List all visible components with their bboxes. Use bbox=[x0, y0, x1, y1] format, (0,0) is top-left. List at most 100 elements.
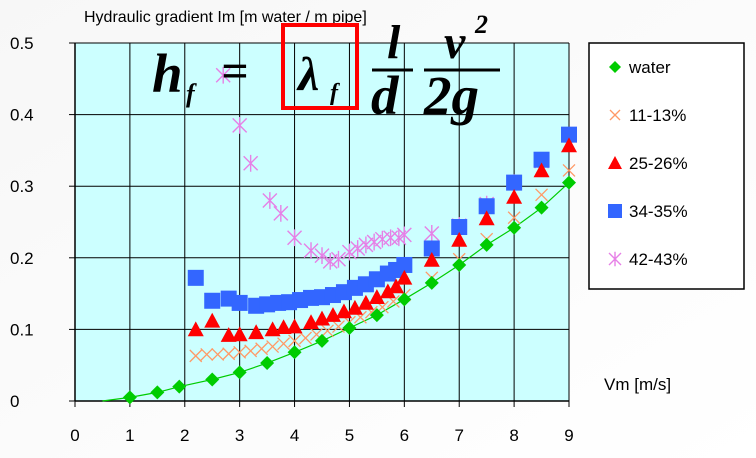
data-point bbox=[187, 269, 204, 286]
x-tick-label: 4 bbox=[290, 426, 299, 445]
axis-layer: 0 1 2 3 4 5 6 7 8 9 0 0.1 0.2 0.3 0.4 0.5 bbox=[10, 34, 574, 445]
data-point bbox=[330, 250, 346, 268]
data-point bbox=[383, 229, 399, 247]
data-point bbox=[561, 137, 577, 153]
data-point bbox=[232, 365, 247, 380]
y-tick-label: 0.4 bbox=[10, 106, 34, 125]
data-point bbox=[122, 390, 137, 405]
data-point bbox=[204, 312, 221, 328]
data-point bbox=[346, 299, 363, 315]
x-tick-label: 6 bbox=[400, 426, 409, 445]
formula: h f = λ f l d v 2 2g bbox=[152, 10, 500, 126]
data-point bbox=[211, 348, 225, 361]
legend-label: 25-26% bbox=[629, 154, 688, 173]
legend-label: 42-43% bbox=[629, 250, 688, 269]
data-point bbox=[533, 162, 550, 178]
data-point bbox=[243, 154, 259, 172]
formula-lambda-sub: f bbox=[330, 80, 340, 106]
data-point bbox=[255, 342, 269, 356]
data-point bbox=[220, 327, 237, 342]
y-tick-label: 0.1 bbox=[10, 320, 34, 339]
data-point bbox=[562, 175, 576, 190]
data-point bbox=[342, 320, 357, 335]
data-point bbox=[172, 379, 187, 394]
data-point bbox=[215, 66, 231, 84]
data-point bbox=[322, 252, 338, 270]
formula-lhs: h bbox=[152, 43, 183, 104]
data-point bbox=[424, 275, 439, 290]
data-point bbox=[452, 257, 467, 272]
legend-marker bbox=[609, 109, 621, 121]
series-11-13- bbox=[189, 163, 576, 363]
data-point bbox=[535, 188, 549, 202]
y-tick-label: 0.2 bbox=[10, 249, 34, 268]
data-point bbox=[368, 289, 385, 304]
data-point bbox=[358, 236, 374, 254]
data-point bbox=[233, 345, 247, 359]
data-point bbox=[478, 198, 495, 215]
x-tick-label: 9 bbox=[564, 426, 573, 445]
data-point bbox=[366, 233, 382, 251]
x-tick-label: 5 bbox=[345, 426, 354, 445]
formula-den2: 2g bbox=[423, 65, 479, 126]
data-point bbox=[562, 163, 576, 177]
data-point bbox=[533, 151, 550, 168]
data-point bbox=[332, 320, 345, 333]
data-point bbox=[479, 237, 494, 252]
data-point bbox=[244, 344, 258, 358]
data-point bbox=[288, 334, 302, 348]
data-point bbox=[187, 321, 204, 337]
x-tick-label: 0 bbox=[70, 426, 79, 445]
data-point bbox=[248, 324, 265, 340]
data-point bbox=[232, 116, 248, 134]
x-axis-label: Vm [m/s] bbox=[604, 375, 671, 394]
legend-label: 11-13% bbox=[629, 106, 686, 125]
x-tick-label: 8 bbox=[509, 426, 518, 445]
legend-marker bbox=[608, 156, 622, 169]
y-tick-label: 0 bbox=[10, 392, 19, 411]
data-point bbox=[231, 294, 248, 311]
data-point bbox=[506, 174, 523, 191]
data-point bbox=[506, 188, 523, 204]
data-point bbox=[396, 226, 412, 244]
data-point bbox=[287, 345, 302, 360]
formula-num2-sup: 2 bbox=[474, 10, 488, 39]
legend: water 11-13% 25-26% 34-35% 42-43% bbox=[588, 42, 745, 290]
data-point bbox=[424, 225, 440, 242]
chart-title: Hydraulic gradient Im [m water / m pipe] bbox=[84, 9, 367, 26]
data-point bbox=[260, 356, 275, 371]
formula-equals: = bbox=[221, 45, 248, 98]
x-tick-label: 1 bbox=[125, 426, 134, 445]
data-point bbox=[396, 256, 413, 273]
data-point bbox=[534, 200, 549, 215]
data-point bbox=[341, 243, 357, 261]
y-tick-label: 0.3 bbox=[10, 177, 34, 196]
legend-label: water bbox=[628, 58, 671, 77]
data-point bbox=[423, 251, 440, 267]
formula-highlight-box bbox=[281, 23, 359, 110]
data-point bbox=[303, 242, 319, 260]
data-point bbox=[150, 385, 165, 400]
data-point bbox=[350, 240, 366, 257]
data-point bbox=[314, 247, 330, 265]
data-point bbox=[315, 333, 329, 348]
data-point bbox=[299, 331, 312, 345]
data-point bbox=[231, 326, 248, 342]
legend-marker bbox=[608, 251, 622, 267]
data-point bbox=[396, 269, 413, 285]
formula-lambda: λ bbox=[296, 48, 319, 101]
data-point bbox=[321, 324, 334, 338]
data-point bbox=[478, 210, 495, 226]
data-point bbox=[388, 278, 405, 294]
x-tick-label: 3 bbox=[235, 426, 244, 445]
x-tick-label: 2 bbox=[180, 426, 189, 445]
data-point bbox=[451, 219, 468, 236]
series-water bbox=[122, 175, 576, 405]
data-point bbox=[262, 192, 278, 209]
data-point bbox=[286, 318, 303, 334]
data-point bbox=[275, 319, 292, 335]
data-point bbox=[204, 292, 221, 309]
x-tick-label: 7 bbox=[454, 426, 463, 445]
formula-lhs-sub: f bbox=[186, 79, 197, 108]
